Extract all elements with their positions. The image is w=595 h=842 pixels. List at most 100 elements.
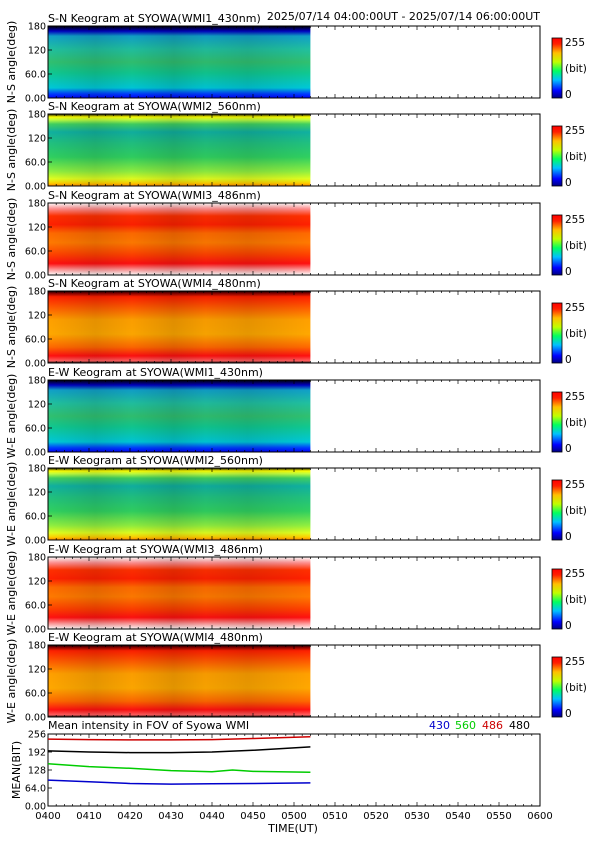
keogram-panel: S-N Keogram at SYOWA(WMI1_430nm) 0.00 60.0… xyxy=(5,12,587,105)
y-axis-label: W-E angle(deg) xyxy=(5,551,18,636)
x-tick-label: 0540 xyxy=(445,811,470,822)
y-tick-label: 0.00 xyxy=(25,94,46,105)
colorbar-unit-label: (bit) xyxy=(565,594,587,606)
colorbar-min-label: 0 xyxy=(565,620,572,632)
panel-title: E-W Keogram at SYOWA(WMI3_486nm) xyxy=(48,543,263,556)
colorbar-unit-label: (bit) xyxy=(565,151,587,163)
y-tick-label: 0.00 xyxy=(25,182,46,193)
legend-entry: 560 xyxy=(455,719,476,732)
y-tick-label: 0.00 xyxy=(25,271,46,282)
colorbar-min-label: 0 xyxy=(565,354,572,366)
y-tick-label: 192 xyxy=(28,748,46,759)
x-tick-label: 0430 xyxy=(158,811,183,822)
mean-plot-title: Mean intensity in FOV of Syowa WMI xyxy=(48,719,249,732)
x-tick-label: 0440 xyxy=(199,811,224,822)
y-tick-label: 180 xyxy=(28,641,46,652)
keogram-texture xyxy=(48,557,311,629)
y-tick-label: 0.00 xyxy=(25,536,46,547)
y-axis-label: N-S angle(deg) xyxy=(5,286,18,369)
y-tick-label: 0.00 xyxy=(25,802,46,813)
y-tick-label: 180 xyxy=(28,22,46,33)
mean-plot-frame xyxy=(47,733,541,807)
y-tick-label: 60.0 xyxy=(25,689,46,700)
keogram-panel: S-N Keogram at SYOWA(WMI3_486nm) 0.00 60.0… xyxy=(5,189,587,282)
keogram-texture xyxy=(48,203,311,275)
keogram-panel: S-N Keogram at SYOWA(WMI2_560nm) 0.00 60.0… xyxy=(5,100,587,193)
keogram-panels: S-N Keogram at SYOWA(WMI1_430nm) 0.00 60.0… xyxy=(5,12,587,724)
mean-intensity-plot: Mean intensity in FOV of Syowa WMI 430 560… xyxy=(10,719,553,835)
y-tick-label: 0.00 xyxy=(25,625,46,636)
colorbar-min-label: 0 xyxy=(565,89,572,101)
y-tick-label: 60.0 xyxy=(25,601,46,612)
y-tick-label: 120 xyxy=(28,223,46,234)
keogram-texture xyxy=(48,380,311,452)
keogram-texture xyxy=(48,645,311,717)
y-axis-label: MEAN(BIT) xyxy=(10,741,23,799)
y-tick-label: 180 xyxy=(28,110,46,121)
y-tick-label: 120 xyxy=(28,46,46,57)
panel-title: S-N Keogram at SYOWA(WMI4_480nm) xyxy=(48,277,261,290)
y-tick-label: 256 xyxy=(28,730,46,741)
keogram-texture xyxy=(48,468,311,540)
x-axis-label: TIME(UT) xyxy=(267,822,318,835)
colorbar-max-label: 255 xyxy=(565,391,585,403)
colorbar-unit-label: (bit) xyxy=(565,417,587,429)
x-tick-label: 0530 xyxy=(404,811,429,822)
keogram-texture xyxy=(48,114,311,186)
x-tick-label: 0410 xyxy=(76,811,101,822)
panel-title: S-N Keogram at SYOWA(WMI3_486nm) xyxy=(48,189,261,202)
y-tick-label: 0.00 xyxy=(25,359,46,370)
y-tick-label: 0.00 xyxy=(25,713,46,724)
colorbar-min-label: 0 xyxy=(565,708,572,720)
panel-title: S-N Keogram at SYOWA(WMI1_430nm) xyxy=(48,12,261,25)
colorbar-unit-label: (bit) xyxy=(565,240,587,252)
x-tick-label: 0510 xyxy=(322,811,347,822)
y-tick-label: 180 xyxy=(28,376,46,387)
colorbar xyxy=(551,37,563,99)
colorbar-max-label: 255 xyxy=(565,568,585,580)
panel-title: S-N Keogram at SYOWA(WMI2_560nm) xyxy=(48,100,261,113)
y-tick-label: 120 xyxy=(28,134,46,145)
y-tick-label: 60.0 xyxy=(25,158,46,169)
colorbar xyxy=(551,391,563,453)
panel-title: E-W Keogram at SYOWA(WMI2_560nm) xyxy=(48,454,263,467)
y-tick-label: 128 xyxy=(28,766,46,777)
y-axis-label: W-E angle(deg) xyxy=(5,374,18,459)
colorbar-max-label: 255 xyxy=(565,125,585,137)
y-tick-label: 60.0 xyxy=(25,247,46,258)
y-axis-label: N-S angle(deg) xyxy=(5,109,18,192)
colorbar-unit-label: (bit) xyxy=(565,682,587,694)
keogram-panel: E-W Keogram at SYOWA(WMI2_560nm) 0.00 60.0… xyxy=(5,454,587,547)
colorbar-unit-label: (bit) xyxy=(565,63,587,75)
colorbar-max-label: 255 xyxy=(565,656,585,668)
colorbar-unit-label: (bit) xyxy=(565,328,587,340)
y-tick-label: 120 xyxy=(28,577,46,588)
y-tick-label: 180 xyxy=(28,287,46,298)
keogram-panel: E-W Keogram at SYOWA(WMI3_486nm) 0.00 60.0… xyxy=(5,543,587,636)
y-axis-label: N-S angle(deg) xyxy=(5,198,18,281)
y-tick-label: 120 xyxy=(28,665,46,676)
colorbar xyxy=(551,479,563,541)
colorbar-min-label: 0 xyxy=(565,531,572,543)
x-tick-label: 0600 xyxy=(527,811,552,822)
legend-entry: 480 xyxy=(509,719,530,732)
keogram-texture xyxy=(48,26,311,98)
y-tick-label: 60.0 xyxy=(25,70,46,81)
y-tick-label: 120 xyxy=(28,488,46,499)
x-tick-label: 0520 xyxy=(363,811,388,822)
y-tick-label: 60.0 xyxy=(25,512,46,523)
y-axis-label: W-E angle(deg) xyxy=(5,639,18,724)
colorbar-max-label: 255 xyxy=(565,302,585,314)
panel-title: E-W Keogram at SYOWA(WMI4_480nm) xyxy=(48,631,263,644)
keogram-panel: E-W Keogram at SYOWA(WMI1_430nm) 0.00 60.0… xyxy=(5,366,587,459)
x-tick-label: 0400 xyxy=(35,811,60,822)
y-tick-label: 180 xyxy=(28,199,46,210)
legend-entry: 486 xyxy=(482,719,503,732)
x-tick-label: 0550 xyxy=(486,811,511,822)
y-tick-label: 0.00 xyxy=(25,448,46,459)
y-tick-label: 180 xyxy=(28,553,46,564)
y-tick-label: 60.0 xyxy=(25,335,46,346)
y-tick-label: 60.0 xyxy=(25,424,46,435)
y-tick-label: 64.0 xyxy=(25,784,46,795)
